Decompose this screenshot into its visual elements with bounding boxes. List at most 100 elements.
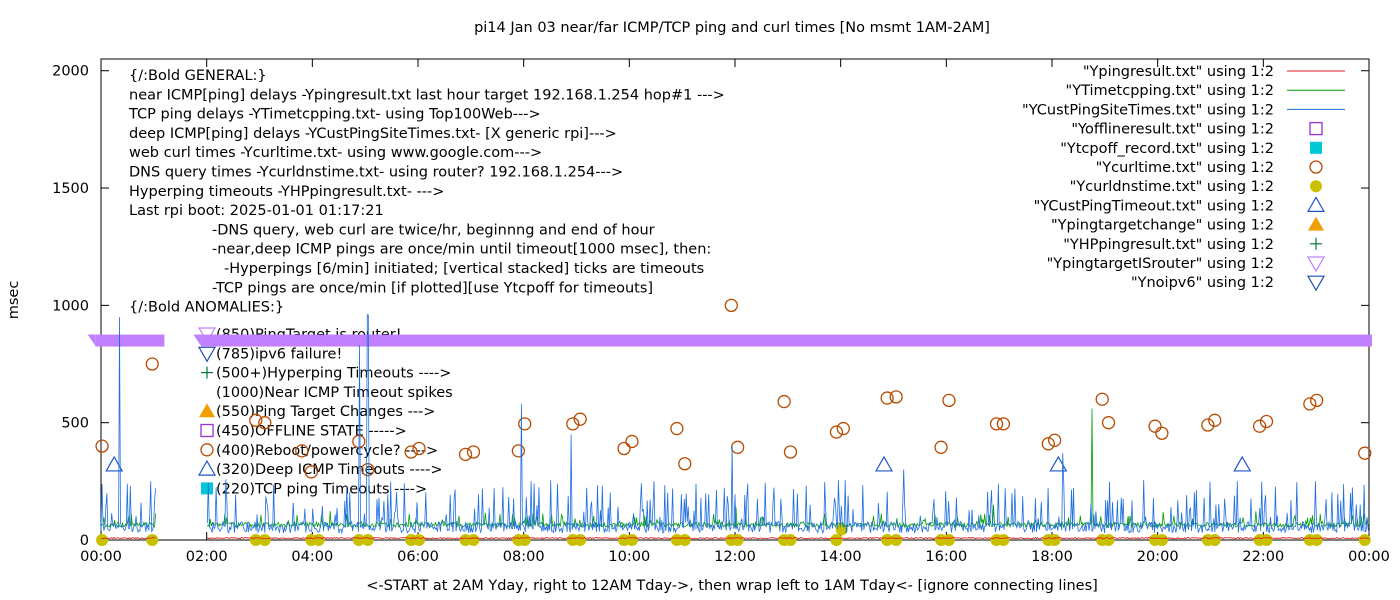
data-point (105, 455, 124, 472)
data-point (1048, 534, 1061, 546)
legend-label: "Ytcpoff_record.txt" using 1:2 (1060, 141, 1274, 157)
data-point (304, 465, 318, 479)
y-tick-label: 2000 (52, 64, 89, 80)
legend-label: "Ynoipv6" using 1:2 (1131, 275, 1274, 291)
data-point (412, 441, 426, 456)
legend-label: "YTimetcpping.txt" using 1:2 (1066, 83, 1274, 99)
annotation-text: web curl times -Ycurltime.txt- using www… (129, 145, 542, 161)
data-point (1310, 534, 1323, 546)
x-tick-label: 16:00 (925, 549, 967, 565)
legend-marker (1309, 121, 1323, 136)
x-tick-label: 12:00 (714, 549, 756, 565)
data-point (783, 445, 798, 459)
x-tick-label: 14:00 (820, 549, 862, 565)
data-point (1041, 437, 1055, 451)
series-Ycurldnstime (96, 523, 1371, 546)
data-point (1358, 534, 1371, 546)
data-point (404, 445, 418, 459)
x-tick-label: 00:00 (80, 549, 122, 565)
data-point (942, 393, 956, 408)
data-point (836, 421, 850, 436)
data-point (1358, 446, 1372, 460)
data-point (880, 391, 894, 405)
data-point (146, 534, 159, 546)
annotation-text: deep ICMP[ping] delays -YCustPingSiteTim… (129, 126, 617, 142)
data-point (413, 534, 426, 546)
data-point (1155, 426, 1169, 440)
anomaly-marker (199, 403, 215, 418)
router-band (201, 334, 1373, 347)
anomaly-label: (220)TCP ping Timeouts ----> (216, 481, 427, 497)
data-point (996, 417, 1011, 431)
data-point (96, 534, 109, 546)
annotation-text: Hyperping timeouts -YHPpingresult.txt- -… (129, 184, 444, 200)
y-tick-label: 1500 (52, 181, 89, 197)
data-point (518, 417, 532, 431)
anomaly-marker (201, 482, 213, 495)
data-point (258, 534, 271, 546)
data-point (249, 413, 263, 427)
data-point (1252, 419, 1267, 433)
data-point (777, 394, 791, 409)
annotation-text: {/:Bold GENERAL:} (129, 68, 267, 84)
data-point (874, 455, 894, 472)
annotation-text: near ICMP[ping] delays -Ypingresult.txt … (129, 87, 725, 103)
legend-label: "Ypingresult.txt" using 1:2 (1083, 64, 1274, 80)
data-point (989, 417, 1004, 431)
data-point (1310, 393, 1324, 408)
x-axis-label: <-START at 2AM Yday, right to 12AM Tday-… (366, 578, 1098, 594)
data-point (1095, 392, 1109, 406)
data-point (1208, 534, 1221, 546)
series-line (100, 314, 1370, 535)
annotation-text: DNS query times -Ycurldnstime.txt- using… (129, 165, 623, 181)
data-point (678, 534, 691, 546)
anomaly-marker (200, 443, 214, 457)
router-band (95, 334, 165, 347)
legend-marker (1310, 141, 1322, 154)
data-point (1049, 455, 1068, 472)
data-point (1260, 534, 1273, 546)
legend-marker (1310, 237, 1322, 250)
data-point (724, 298, 738, 313)
y-tick-label: 0 (80, 533, 89, 549)
router-band-cap (87, 334, 96, 347)
data-point (1148, 419, 1162, 433)
legend-label: "YpingtargetISrouter" using 1:2 (1047, 256, 1274, 272)
data-point (249, 534, 262, 546)
data-point (1208, 413, 1222, 427)
legend-label: "YCustPingTimeout.txt" using 1:2 (1034, 198, 1274, 214)
data-point (1155, 534, 1168, 546)
legend-label: "Yofflineresult.txt" using 1:2 (1071, 122, 1274, 138)
data-point (361, 462, 375, 477)
data-point (352, 534, 365, 546)
anomaly-label: (550)Ping Target Changes ---> (216, 404, 435, 420)
x-tick-label: 06:00 (397, 549, 439, 565)
anomaly-label: (500+)Hyperping Timeouts ----> (216, 366, 451, 382)
data-point (511, 444, 526, 458)
data-point (258, 416, 272, 430)
legend-label: "Ycurldnstime.txt" using 1:2 (1070, 179, 1274, 195)
data-point (678, 457, 692, 471)
series-YCustPingSiteTimes (100, 314, 1370, 535)
data-point (889, 390, 903, 404)
data-point (942, 534, 955, 546)
y-axis-label: msec (6, 281, 22, 320)
series-YpingtargetISrouter (87, 334, 1373, 347)
anomaly-label: (320)Deep ICMP Timeouts ----> (216, 462, 443, 478)
data-point (730, 440, 745, 454)
data-point (890, 534, 903, 546)
data-point (566, 417, 580, 431)
legend-label: "YCustPingSiteTimes.txt" using 1:2 (1022, 102, 1274, 118)
data-point (518, 534, 531, 546)
annotation-text: -Hyperpings [6/min] initiated; [vertical… (224, 261, 704, 277)
chart-title: pi14 Jan 03 near/far ICMP/TCP ping and c… (474, 20, 990, 36)
data-point (573, 412, 587, 426)
x-tick-label: 20:00 (1137, 549, 1179, 565)
data-point (295, 444, 309, 458)
data-point (95, 439, 109, 453)
data-point (829, 425, 844, 439)
data-point (830, 534, 843, 546)
data-point (145, 357, 159, 371)
anomaly-marker (197, 459, 217, 476)
